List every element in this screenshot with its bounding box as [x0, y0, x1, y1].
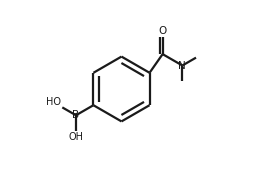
Text: HO: HO [46, 96, 62, 106]
Text: N: N [178, 61, 186, 70]
Text: B: B [72, 110, 79, 120]
Text: OH: OH [68, 132, 83, 142]
Text: O: O [158, 26, 167, 36]
